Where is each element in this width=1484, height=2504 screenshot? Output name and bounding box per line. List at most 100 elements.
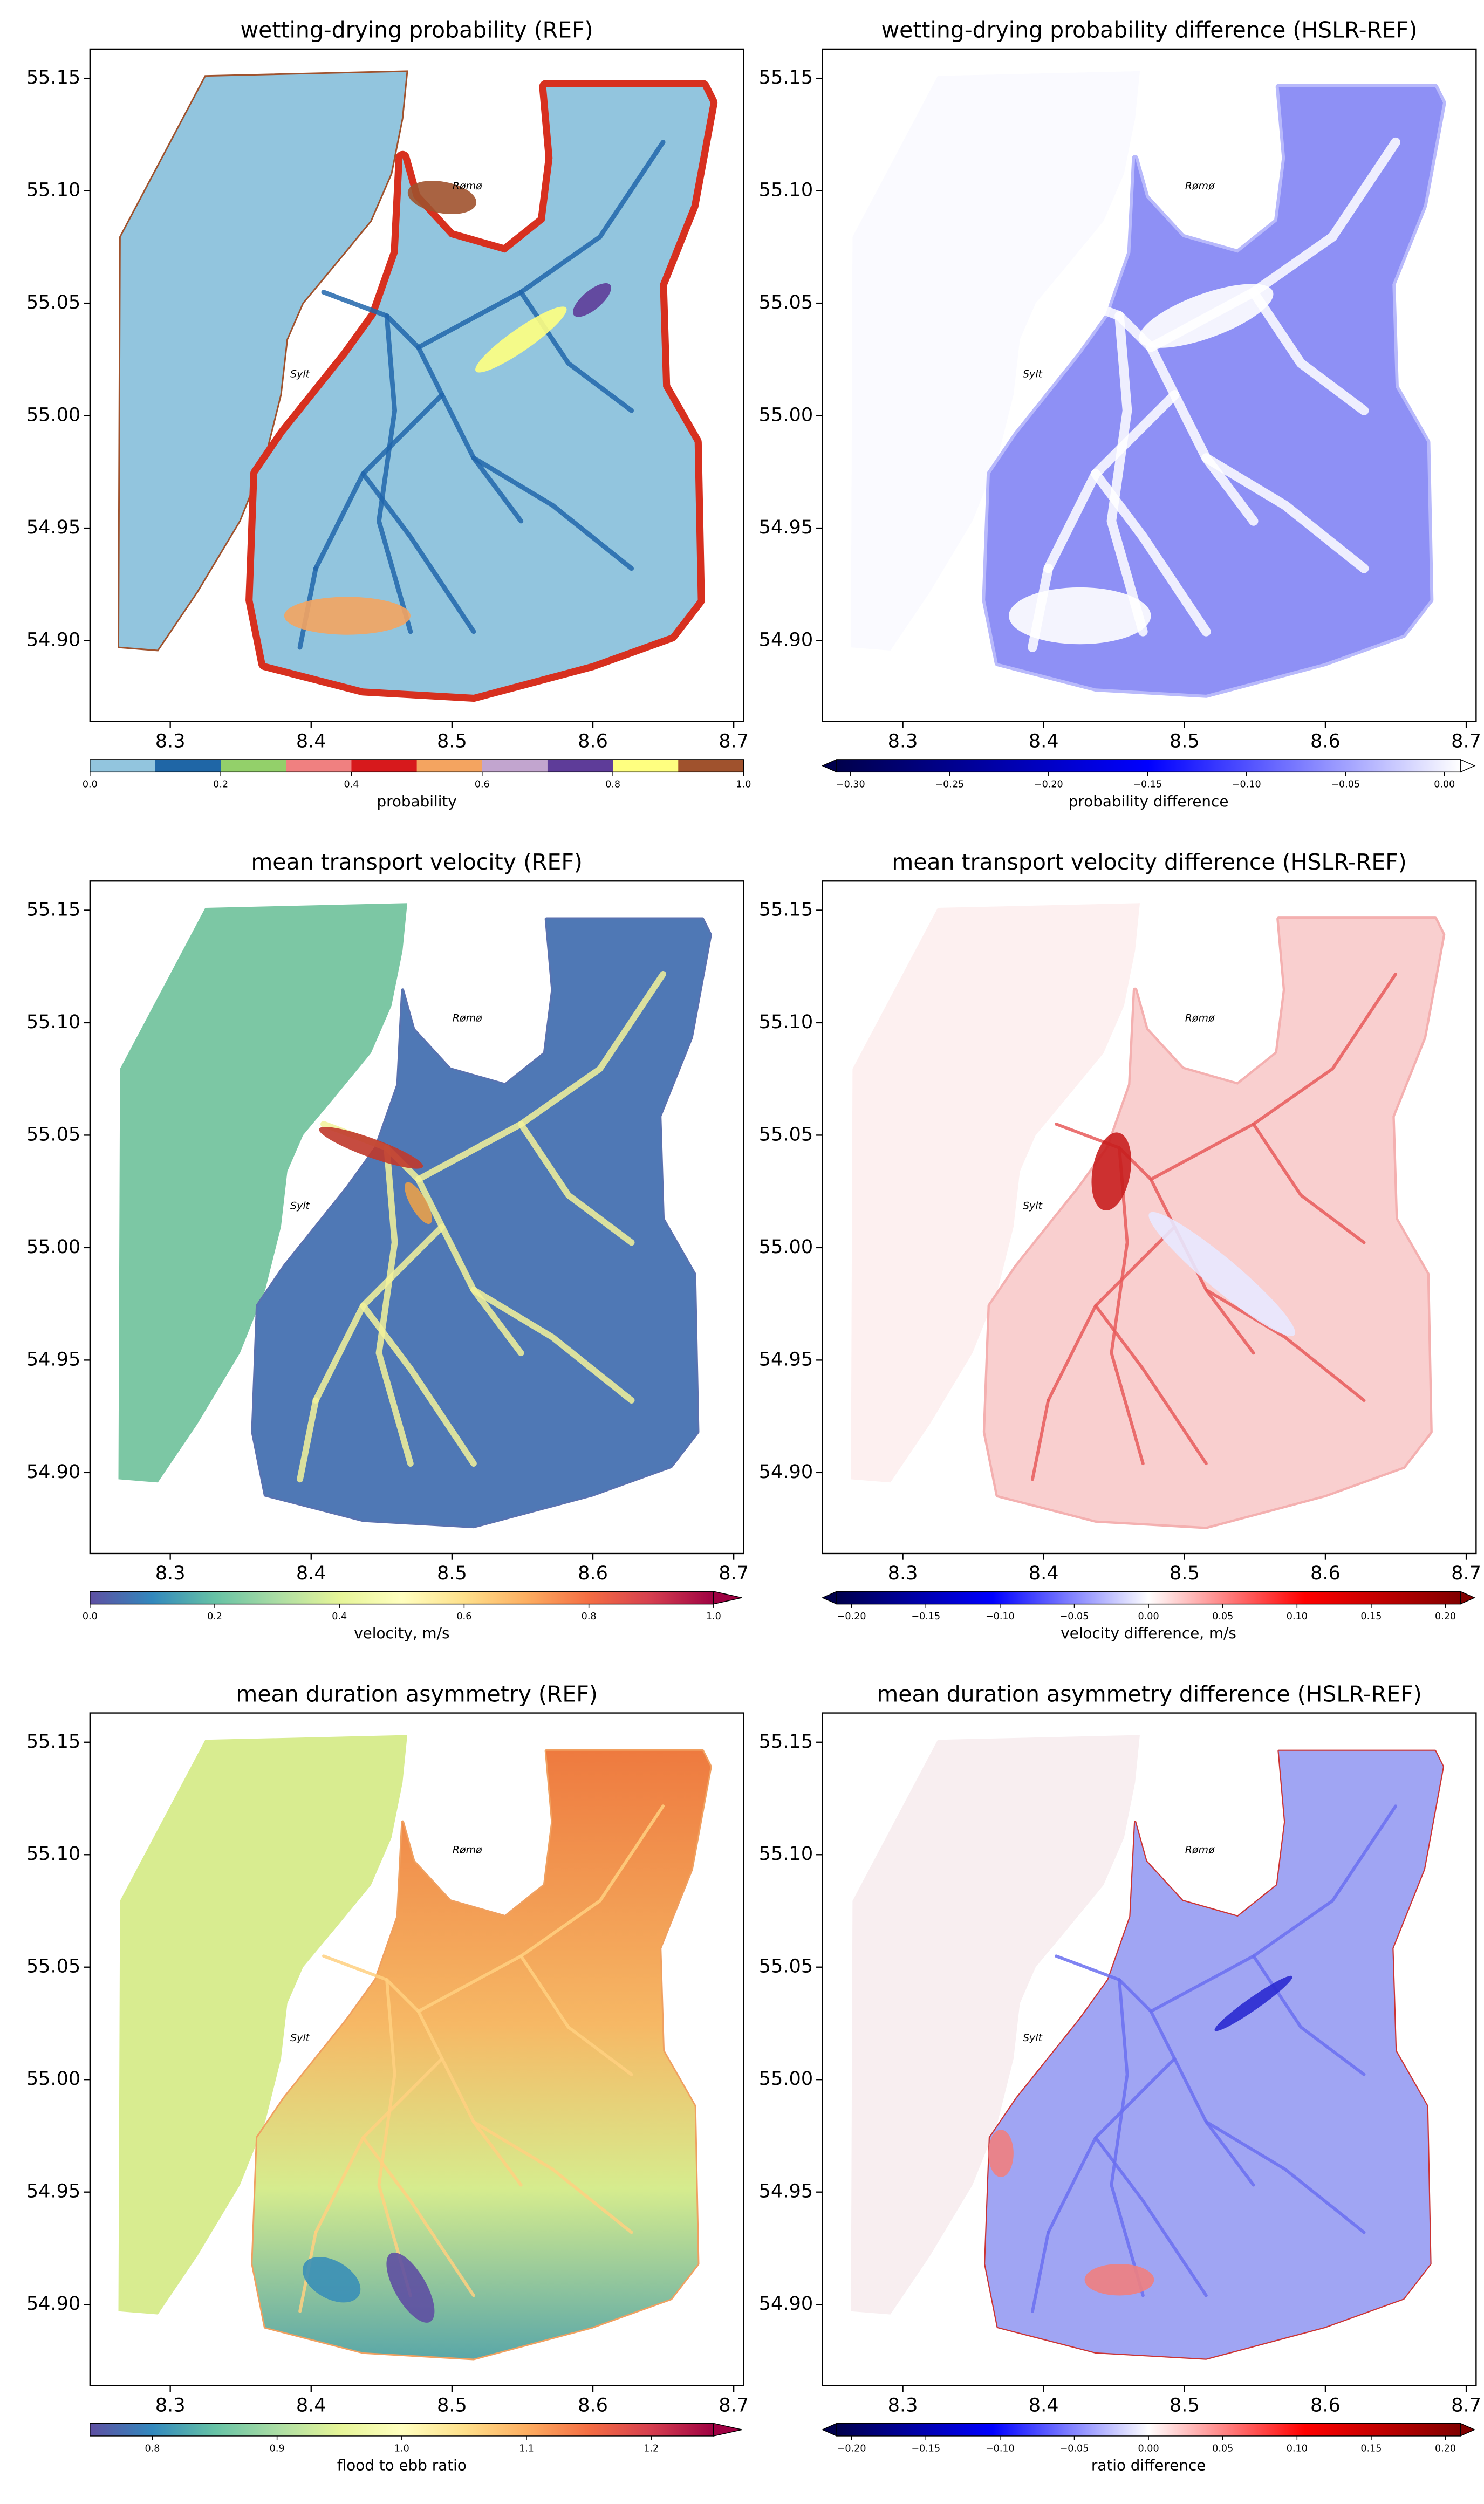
x-tick-label: 8.3 <box>888 2394 918 2416</box>
map-feature <box>1084 2263 1154 2296</box>
x-tick-label: 8.5 <box>437 730 467 752</box>
colorbar-tick-label: 1.0 <box>706 1611 721 1622</box>
colorbar-tick-label: 0.05 <box>1212 2443 1233 2454</box>
colorbar-extend <box>821 2423 837 2437</box>
x-tick-label: 8.5 <box>1170 2394 1200 2416</box>
colorbar: 0.0 0.2 0.4 0.6 0.8 1.0 probability <box>83 759 751 810</box>
colorbar-tick-label: −0.05 <box>1060 1611 1089 1622</box>
colorbar-label: ratio difference <box>1091 2457 1206 2474</box>
y-tick-label: 55.10 <box>26 179 81 201</box>
y-tick-label: 54.95 <box>26 516 81 538</box>
colorbar: 0.0 0.2 0.4 0.6 0.8 1.0 velocity, m/s <box>83 1591 742 1642</box>
axes-frame <box>89 880 744 1555</box>
map-feature <box>1091 1132 1132 1211</box>
colorbar-tick-label: 0.10 <box>1287 1611 1308 1622</box>
place-label: Sylt <box>290 368 311 380</box>
colorbar-segment <box>678 759 744 772</box>
y-tick-label: 55.10 <box>26 1011 81 1033</box>
y-tick-label: 55.05 <box>759 1123 813 1145</box>
channel <box>321 290 524 524</box>
panel-title: wetting-drying probability difference (H… <box>881 17 1418 43</box>
colorbar-tick-label: 0.4 <box>332 1611 347 1622</box>
colorbar-tick-label: 0.2 <box>207 1611 222 1622</box>
y-tick-label: 55.05 <box>759 1955 813 1978</box>
colorbar-tick-label: −0.10 <box>986 1611 1015 1622</box>
y-tick-label: 55.15 <box>26 66 81 88</box>
x-tick-label: 8.5 <box>437 1562 467 1584</box>
place-label: Sylt <box>290 1200 311 1212</box>
colorbar-segment <box>416 759 483 772</box>
panel: mean duration asymmetry difference (HSLR… <box>759 1681 1481 2474</box>
channel <box>1031 1399 1050 1481</box>
y-tick-label: 55.10 <box>26 1843 81 1865</box>
colorbar-tick-label: −0.20 <box>837 1611 866 1622</box>
colorbar-tick-label: 1.0 <box>394 2443 409 2454</box>
y-tick-label: 54.90 <box>26 629 81 651</box>
colorbar-extend <box>1460 2423 1476 2437</box>
panel-title: wetting-drying probability (REF) <box>241 17 593 43</box>
channel <box>470 1287 635 1404</box>
map-feature <box>1214 1975 1292 2031</box>
channel <box>1248 287 1369 415</box>
colorbar-tick-label: 0.00 <box>1138 1611 1159 1622</box>
colorbar-tick-label: 0.05 <box>1212 1611 1233 1622</box>
y-tick-label: 55.00 <box>759 2068 813 2090</box>
channel <box>416 1804 665 2013</box>
y-tick-label: 55.15 <box>26 898 81 920</box>
x-tick-label: 8.6 <box>1310 1562 1341 1584</box>
place-label: Sylt <box>290 2032 311 2044</box>
colorbar-tick-label: 0.6 <box>475 779 490 790</box>
map-feature <box>573 283 611 317</box>
offshore-area <box>851 1735 1140 2315</box>
channel <box>1051 287 1259 526</box>
offshore-area <box>118 1735 408 2315</box>
place-label: Rømø <box>1185 1012 1215 1024</box>
x-tick-label: 8.3 <box>888 730 918 752</box>
y-tick-label: 54.95 <box>759 516 813 538</box>
place-label: Rømø <box>453 180 482 192</box>
channel <box>415 971 667 1183</box>
x-tick-label: 8.6 <box>1310 730 1341 752</box>
map-feature <box>302 2257 361 2303</box>
colorbar-segment <box>155 759 222 772</box>
colorbar-tick-label: −0.10 <box>986 2443 1015 2454</box>
colorbar-tick-label: 0.8 <box>145 2443 160 2454</box>
offshore-area <box>118 903 408 1483</box>
map-feature <box>475 306 567 373</box>
colorbar: −0.20 −0.15 −0.10 −0.05 0.00 0.05 0.10 0.15 0.20… <box>821 1591 1476 1642</box>
colorbar: −0.30 −0.25 −0.20 −0.15 −0.10 −0.05 0.00 probab… <box>821 758 1476 810</box>
channel <box>1201 453 1369 573</box>
x-tick-label: 8.3 <box>155 730 186 752</box>
channel <box>377 1978 412 2297</box>
colorbar-tick-label: 0.2 <box>213 779 228 790</box>
place-label: Rømø <box>1185 1844 1215 1856</box>
y-tick-label: 55.15 <box>759 898 813 920</box>
axes-frame <box>89 1712 744 2386</box>
y-tick-label: 55.00 <box>759 1236 813 1258</box>
map <box>851 903 1446 1529</box>
colorbar-tick-label: 0.10 <box>1287 2443 1308 2454</box>
y-tick-label: 55.05 <box>26 1955 81 1978</box>
channel <box>1252 1954 1366 2076</box>
x-tick-label: 8.4 <box>296 730 326 752</box>
offshore-area <box>118 70 408 652</box>
colorbar-tick-label: 0.4 <box>344 779 359 790</box>
colorbar-gradient <box>837 759 1461 772</box>
map <box>851 1735 1445 2360</box>
colorbar-segment <box>221 759 287 772</box>
colorbar-segment <box>482 759 548 772</box>
colorbar-tick-label: 0.8 <box>582 1611 597 1622</box>
colorbar-tick-label: 0.15 <box>1360 1611 1382 1622</box>
colorbar-tick-label: 0.00 <box>1434 779 1455 790</box>
colorbar-extend <box>1460 1591 1476 1605</box>
y-tick-label: 55.05 <box>759 291 813 313</box>
panel-title: mean transport velocity (REF) <box>251 849 583 875</box>
channel <box>1204 1288 1366 1402</box>
colorbar-tick-label: 0.8 <box>605 779 620 790</box>
colorbar-tick-label: −0.15 <box>1133 779 1162 790</box>
channel <box>1252 1123 1366 1244</box>
colorbar-segment <box>547 759 613 772</box>
colorbar-tick-label: −0.15 <box>911 2443 940 2454</box>
